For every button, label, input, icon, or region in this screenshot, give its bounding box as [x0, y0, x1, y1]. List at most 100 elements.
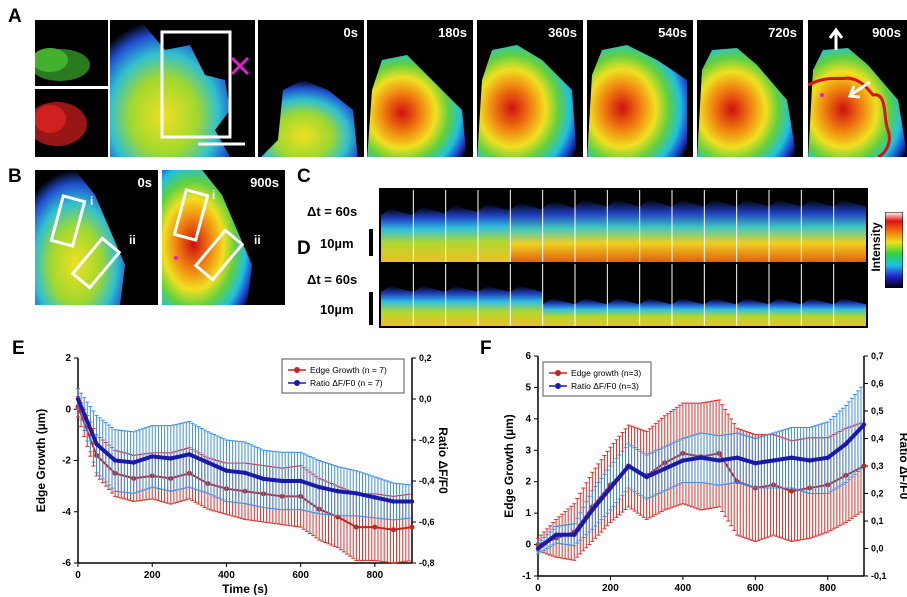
kymograph-frame — [703, 190, 737, 262]
kymograph-frame — [477, 190, 511, 262]
series-ratio — [75, 388, 415, 521]
kymograph-frame — [800, 264, 834, 326]
y-tick-label: 5 — [525, 382, 531, 393]
y2-tick-label: -0,4 — [419, 476, 435, 486]
data-point — [535, 546, 541, 551]
chart-e: 0 200 400 600 800 -6 -4 -2 0 2 -0,8 -0,6 -0,4 -0,2 0,0… — [34, 353, 450, 595]
data-point — [789, 488, 795, 494]
y2-tick-label: -0,8 — [419, 558, 435, 568]
panel-b-frame-0s: 0s i ii — [35, 170, 158, 305]
kymograph-frame — [542, 190, 575, 262]
panel-d-scale-bar — [369, 292, 373, 325]
x-axis-label: Time (s) — [222, 582, 268, 595]
panel-a-frame: 0s — [258, 20, 364, 157]
kymograph-frame — [381, 208, 414, 262]
y-tick-label: 1 — [525, 508, 531, 519]
kymograph-frame — [671, 190, 705, 262]
panel-c-kymograph-strip — [379, 188, 868, 264]
panel-c-scale-bar — [369, 229, 373, 256]
y-tick-label: -2 — [62, 456, 71, 467]
data-point — [608, 485, 613, 491]
panel-d-kymograph-strip — [379, 262, 868, 328]
panel-letter-a: A — [8, 6, 22, 27]
kymograph-frame — [445, 190, 478, 262]
data-point — [317, 484, 322, 490]
series-ratio — [535, 386, 867, 555]
data-point — [680, 458, 686, 463]
panel-b-time-label: 900s — [250, 175, 279, 190]
panel-a-time-label: 180s — [438, 25, 467, 40]
data-point — [825, 455, 830, 460]
x-tick-label: 200 — [144, 570, 161, 581]
panel-a-time-label: 900s — [872, 25, 901, 40]
y2-tick-label: 0,1 — [871, 516, 884, 526]
y2-tick-label: 0,0 — [871, 544, 884, 554]
panel-letter-b: B — [8, 166, 22, 187]
data-point — [861, 463, 867, 469]
arrow-left-icon — [847, 80, 871, 99]
x-tick-label: 0 — [75, 570, 81, 581]
roi-label-i: i — [90, 194, 94, 208]
y-tick-label: 0 — [525, 540, 531, 551]
y-axis-label: Edge Growth (µm) — [34, 409, 48, 513]
roi-box — [160, 30, 232, 139]
legend: Edge Growth (n = 7) Ratio ΔF/F0 (n = 7) — [281, 358, 405, 394]
data-point — [735, 455, 740, 460]
panel-letter-d: D — [297, 238, 311, 259]
y2-tick-label: 0,5 — [871, 406, 884, 416]
panel-c-dt-label: Δt = 60s — [307, 204, 358, 219]
kymograph-frame — [639, 264, 672, 326]
data-point — [168, 456, 173, 461]
y2-axis-label: Ratio ΔF/F0 — [897, 433, 907, 500]
data-point — [242, 470, 248, 475]
kymograph-frame — [509, 190, 543, 262]
kymograph-frame — [574, 264, 608, 326]
legend-entry: Edge Growth (n = 7) — [310, 365, 387, 375]
kymograph-frame — [381, 285, 414, 326]
data-point — [353, 524, 359, 530]
panel-b-time-label: 0s — [137, 175, 152, 190]
data-point — [409, 499, 415, 504]
panel-a-frame: 720s — [697, 20, 803, 157]
x-tick-label: 600 — [747, 583, 764, 594]
x-tick-label: 600 — [292, 570, 309, 581]
y2-tick-label: 0,6 — [871, 379, 884, 389]
cell-edge-contour — [808, 76, 891, 157]
panel-a-frame: 900s — [808, 20, 907, 157]
data-point — [553, 532, 559, 537]
panel-letter-c: C — [297, 166, 311, 187]
data-point — [354, 491, 359, 496]
y2-tick-label: 0,4 — [871, 434, 884, 444]
kymograph-frame — [833, 264, 866, 326]
kymograph-frame — [768, 190, 802, 262]
data-point — [753, 461, 758, 466]
y-tick-label: 0 — [65, 404, 71, 415]
panel-a-overview-image — [110, 20, 255, 157]
data-point — [716, 458, 722, 463]
panel-d-dt-label: Δt = 60s — [307, 272, 358, 287]
panel-a-time-label: 720s — [768, 25, 797, 40]
data-point — [94, 441, 99, 447]
y2-tick-label: 0,2 — [871, 489, 884, 499]
y-tick-label: -1 — [522, 571, 531, 582]
kymograph-frame — [639, 190, 672, 262]
data-point — [843, 441, 849, 447]
intensity-label: Intensity — [869, 222, 883, 272]
data-point — [391, 499, 396, 504]
legend: Edge growth (n=3) Ratio ΔF/F0 (n=3) — [542, 361, 652, 397]
intensity-colorbar — [884, 211, 904, 289]
data-point — [205, 460, 211, 465]
y2-tick-label: 0,7 — [871, 351, 884, 361]
data-point — [112, 458, 118, 463]
data-point — [261, 476, 266, 482]
arrow-up-icon — [828, 27, 844, 50]
data-point — [372, 524, 378, 530]
y2-tick-label: 0,3 — [871, 461, 884, 471]
legend-entry: Ratio ΔF/F0 (n=3) — [571, 381, 639, 391]
y-tick-label: 2 — [525, 477, 531, 488]
data-point — [75, 396, 81, 402]
data-point — [662, 466, 667, 471]
panel-d-scale-label: 10µm — [320, 302, 354, 317]
roi-label-ii: ii — [254, 233, 261, 247]
kymograph-frame — [606, 190, 640, 262]
